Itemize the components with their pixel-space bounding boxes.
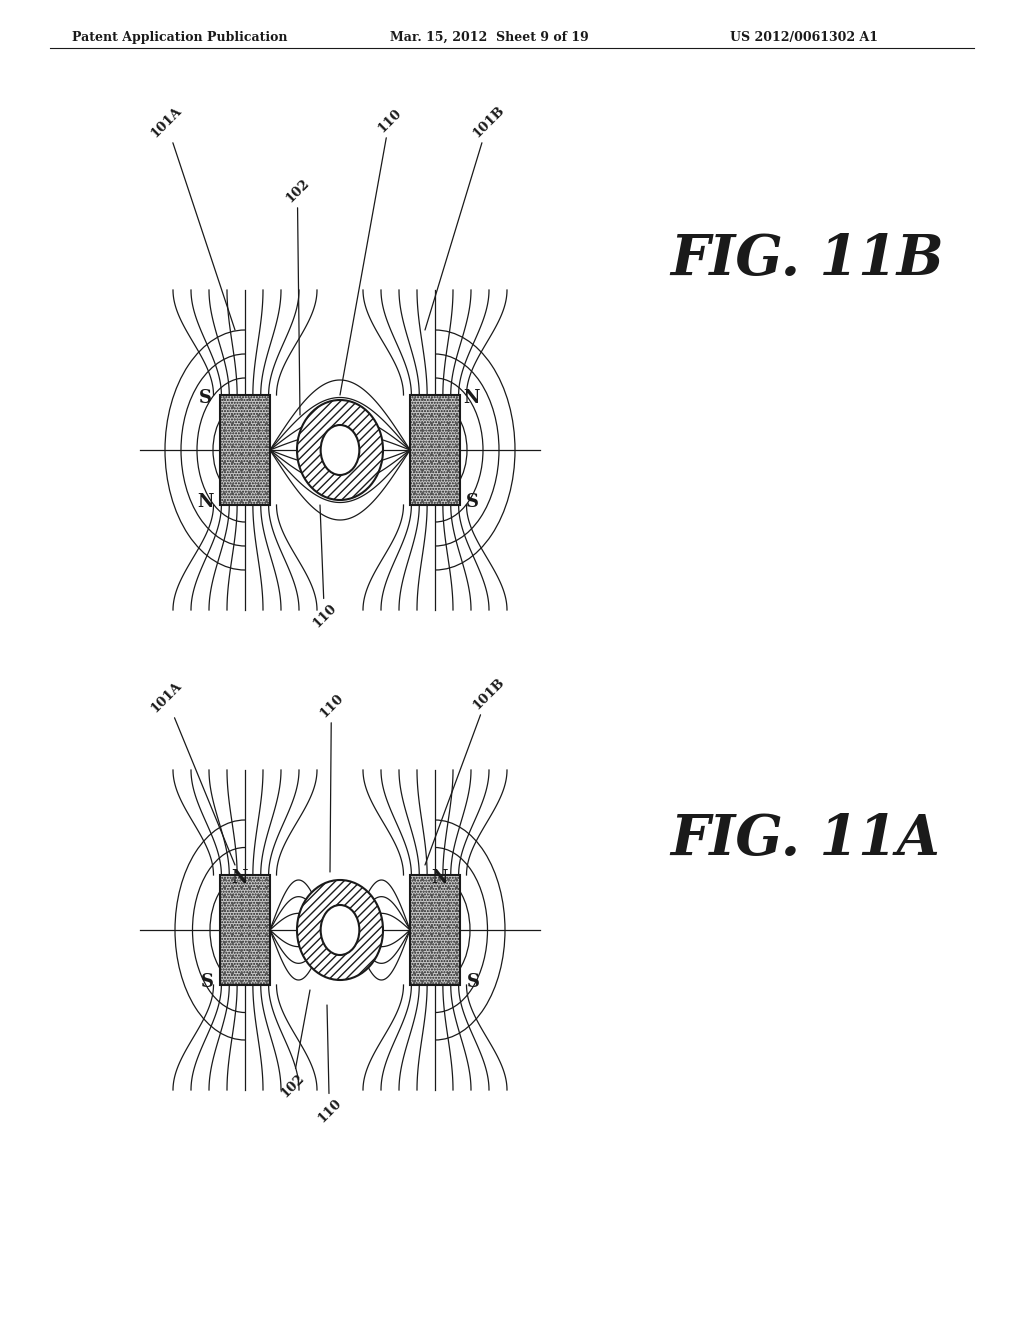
Text: 110: 110 [317, 692, 346, 873]
Bar [220, 395, 270, 506]
Text: 102: 102 [283, 177, 311, 414]
Ellipse shape [321, 425, 359, 475]
Text: US 2012/0061302 A1: US 2012/0061302 A1 [730, 30, 878, 44]
Ellipse shape [297, 400, 383, 500]
Bar [220, 875, 270, 985]
Ellipse shape [321, 906, 359, 954]
Text: S: S [201, 973, 213, 991]
Text: Mar. 15, 2012  Sheet 9 of 19: Mar. 15, 2012 Sheet 9 of 19 [390, 30, 589, 44]
Text: 110: 110 [310, 506, 339, 630]
Bar [410, 875, 460, 985]
Text: S: S [466, 492, 478, 511]
Bar [410, 395, 460, 506]
Text: 101A: 101A [148, 104, 234, 330]
Text: N: N [464, 389, 480, 407]
Text: N: N [197, 492, 213, 511]
Text: FIG. 11A: FIG. 11A [670, 813, 940, 867]
Text: S: S [467, 973, 479, 991]
Text: 110: 110 [340, 107, 403, 395]
Text: N: N [231, 869, 248, 887]
Text: 101B: 101B [425, 103, 507, 330]
Text: FIG. 11B: FIG. 11B [670, 232, 944, 288]
Text: 101A: 101A [148, 678, 234, 865]
Text: 101B: 101B [425, 676, 507, 865]
Text: 110: 110 [315, 1005, 344, 1125]
Text: S: S [199, 389, 212, 407]
Text: Patent Application Publication: Patent Application Publication [72, 30, 288, 44]
Text: N: N [432, 869, 449, 887]
Ellipse shape [297, 880, 383, 979]
Text: 102: 102 [278, 990, 310, 1100]
